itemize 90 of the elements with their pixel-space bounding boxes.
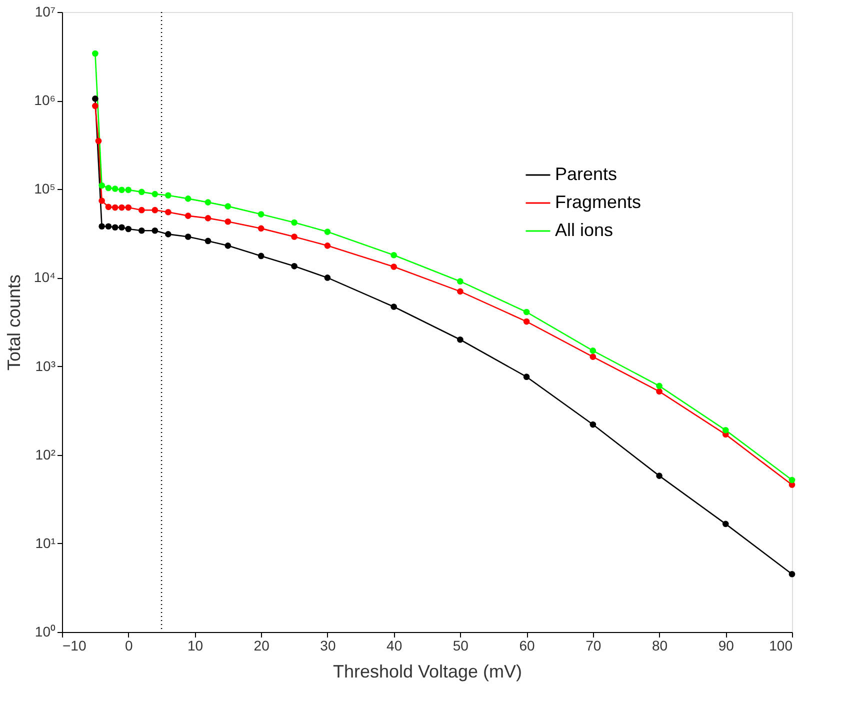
point: [165, 231, 172, 238]
point: [118, 204, 125, 211]
x-tick-label: 50: [452, 638, 469, 654]
point: [788, 570, 796, 578]
x-tick-label: 40: [386, 638, 402, 654]
x-axis-title: Threshold Voltage (mV): [332, 662, 522, 682]
x-tick-label: 70: [586, 638, 602, 654]
point: [112, 224, 118, 231]
point: [125, 226, 132, 232]
point: [138, 188, 145, 196]
point: [105, 223, 112, 230]
point: [165, 192, 172, 199]
point: [722, 520, 729, 528]
y-tick-label: 10⁷: [34, 4, 56, 20]
point: [457, 336, 464, 343]
x-tick-label: 10: [187, 638, 204, 654]
point: [184, 196, 192, 202]
point: [788, 476, 796, 484]
point: [523, 374, 530, 380]
point: [152, 190, 158, 198]
point: [105, 184, 112, 192]
point: [324, 228, 331, 235]
x-tick-label: 90: [718, 638, 734, 654]
point: [324, 242, 331, 249]
point: [390, 252, 397, 258]
x-tick-label: 80: [652, 638, 668, 654]
point: [457, 288, 464, 295]
y-tick-label: 10²: [35, 446, 56, 462]
x-tick-label: 30: [320, 638, 336, 654]
point: [204, 199, 212, 206]
point: [92, 50, 98, 57]
point: [390, 264, 397, 270]
point: [224, 203, 232, 210]
point: [390, 304, 397, 310]
y-tick-label: 10⁰: [34, 624, 56, 640]
point: [118, 186, 125, 194]
point: [184, 212, 192, 219]
point: [184, 234, 192, 240]
point: [224, 242, 232, 249]
point: [98, 198, 105, 204]
legend-label: Fragments: [555, 192, 642, 212]
point: [125, 204, 132, 211]
point: [324, 274, 331, 281]
point: [291, 234, 298, 240]
point: [98, 182, 105, 189]
point: [92, 96, 98, 102]
point: [138, 227, 145, 234]
point: [258, 252, 264, 260]
point: [92, 102, 98, 110]
point: [204, 238, 212, 244]
y-tick-label: 10¹: [35, 534, 56, 551]
point: [590, 354, 596, 360]
point: [112, 204, 118, 211]
x-tick-label: 0: [124, 638, 133, 654]
y-tick-label: 10³: [35, 358, 56, 374]
x-tick-label: 100: [769, 638, 793, 654]
point: [523, 318, 530, 325]
point: [656, 388, 662, 395]
point: [523, 308, 530, 316]
point: [656, 472, 662, 479]
point: [722, 427, 729, 434]
point: [291, 263, 298, 270]
point: [590, 421, 596, 428]
point: [125, 186, 132, 194]
y-tick-label: 10⁵: [34, 180, 56, 197]
x-tick-label: −10: [62, 638, 86, 654]
point: [138, 206, 145, 214]
point: [112, 186, 118, 192]
legend-label: Parents: [555, 164, 618, 184]
point: [656, 382, 662, 390]
y-axis-title: Total counts: [4, 274, 24, 371]
point: [224, 218, 232, 225]
point: [258, 211, 264, 218]
point: [152, 206, 158, 214]
point: [95, 138, 102, 144]
point: [98, 223, 105, 230]
y-tick-label: 10⁴: [34, 269, 56, 286]
legend-label: All ions: [555, 220, 614, 240]
point: [165, 208, 172, 216]
x-tick-label: 20: [254, 638, 270, 654]
point: [291, 219, 298, 226]
point: [457, 278, 464, 284]
point: [118, 224, 125, 231]
point: [105, 204, 112, 210]
point: [204, 215, 212, 222]
x-tick-label: 60: [519, 638, 536, 654]
point: [152, 227, 158, 234]
point: [590, 348, 596, 354]
y-tick-label: 10⁶: [34, 92, 56, 108]
point: [258, 225, 264, 232]
